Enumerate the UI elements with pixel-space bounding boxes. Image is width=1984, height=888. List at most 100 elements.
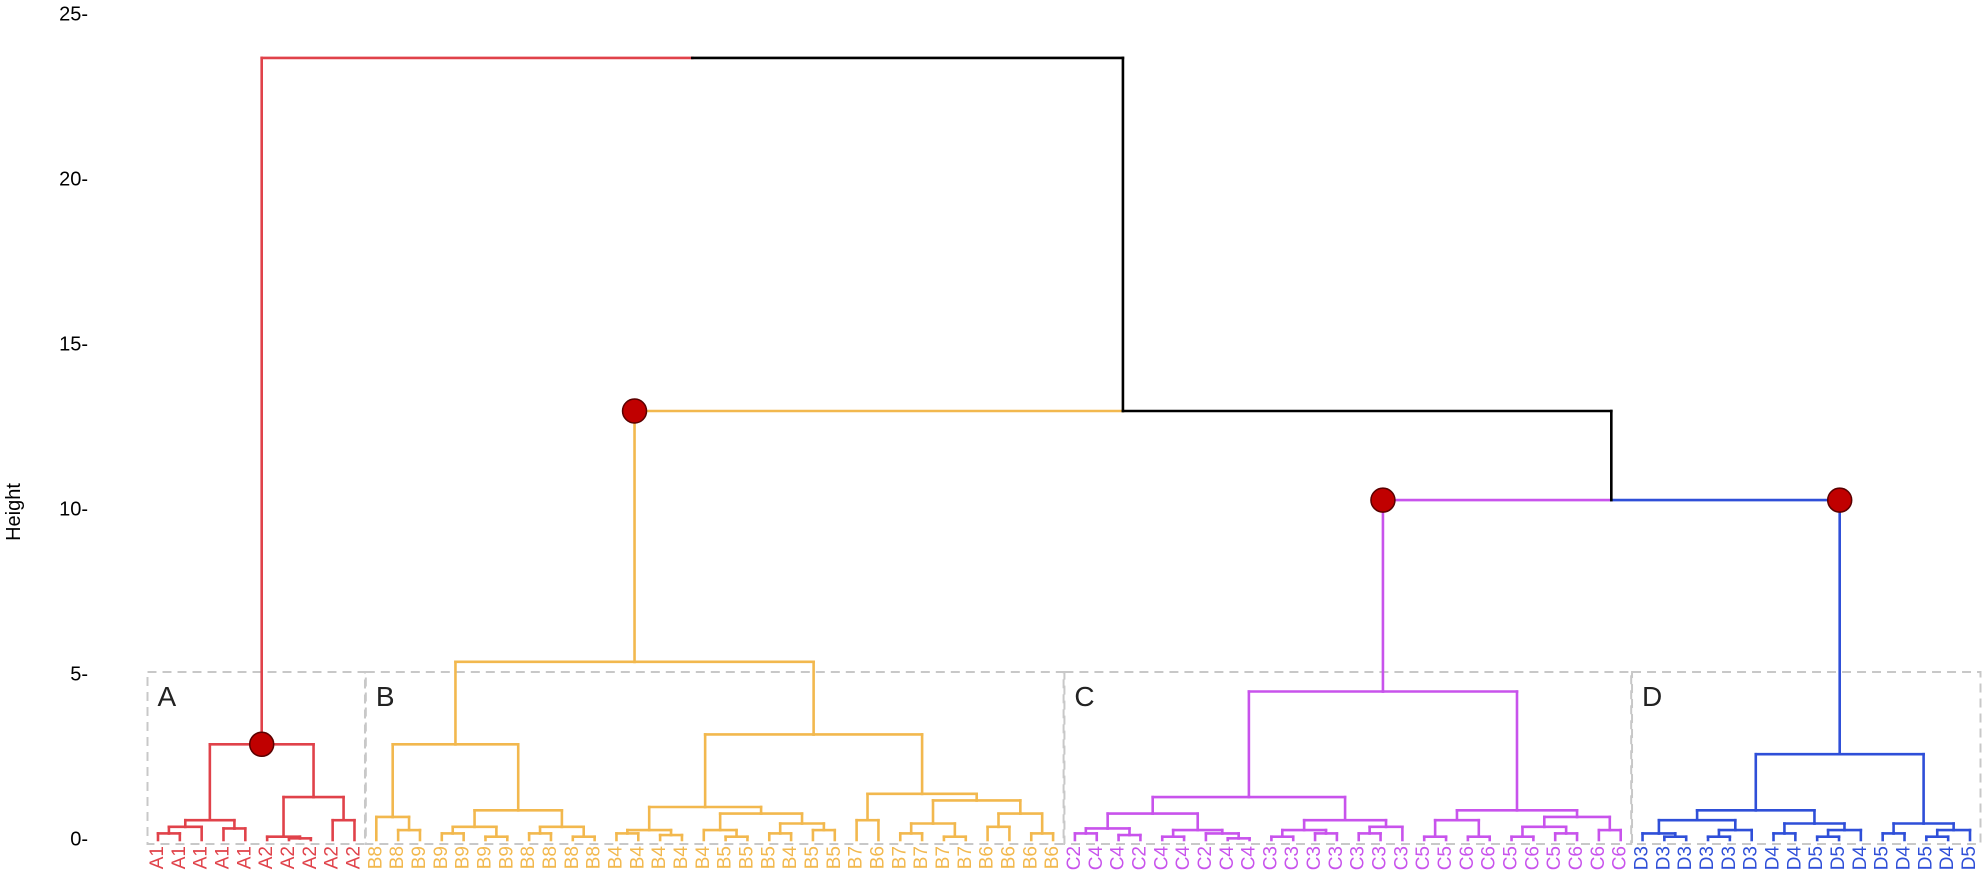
leaf-label: C6 [1479,846,1500,870]
leaf-label: B5 [715,846,736,869]
leaf-label: D3 [1653,846,1674,870]
leaf-label: B5 [802,846,823,869]
leaf-label: C3 [1370,846,1391,870]
cluster-box [146,671,366,845]
cluster-label: A [158,681,177,712]
leaf-label: C2 [1064,846,1085,870]
leaf-label: C3 [1391,846,1412,870]
leaf-label: A1 [147,846,168,869]
leaf-label: B7 [889,846,910,869]
cluster-label: D [1642,681,1662,712]
leaf-label: B4 [780,846,801,870]
leaf-label: C5 [1413,846,1434,870]
leaf-label: D5 [1828,846,1849,870]
leaf-label: D3 [1675,846,1696,870]
leaf-label: B6 [998,846,1019,869]
leaf-label: C6 [1610,846,1631,870]
leaf-label: D5 [1806,846,1827,870]
leaf-label: A1 [213,846,234,869]
leaf-label: B4 [693,846,714,870]
leaf-label: B4 [605,846,626,870]
leaf-label: C2 [1129,846,1150,870]
leaf-label: D5 [1872,846,1893,870]
y-tick-label: 25- [59,3,88,25]
leaf-label: D4 [1850,846,1871,871]
leaf-label: C4 [1239,846,1260,871]
leaf-label: A1 [169,846,190,869]
leaf-label: C3 [1260,846,1281,870]
leaf-label: B8 [540,846,561,869]
leaf-label: B7 [955,846,976,869]
leaf-label: C4 [1086,846,1107,871]
leaf-label: C5 [1435,846,1456,870]
leaf-label: D3 [1741,846,1762,870]
leaf-label: D3 [1697,846,1718,870]
cluster-marker [1370,487,1396,513]
leaf-label: C3 [1304,846,1325,870]
leaf-label: A1 [191,846,212,869]
leaf-label: B7 [933,846,954,869]
cluster-box [364,671,1065,845]
leaf-label: B9 [431,846,452,869]
leaf-label: C5 [1501,846,1522,870]
y-tick-label: 0- [70,828,88,850]
leaf-label: A2 [322,846,343,869]
leaf-label: B8 [518,846,539,869]
y-tick-label: 20- [59,168,88,190]
cluster-box [1063,671,1633,845]
leaf-label: A2 [256,846,277,869]
leaf-label: B9 [496,846,517,869]
leaf-label: B8 [387,846,408,869]
y-axis-label: Height [3,483,25,541]
leaf-label: B6 [977,846,998,869]
leaf-label: B6 [1020,846,1041,869]
leaf-label: B7 [911,846,932,869]
leaf-label: D4 [1937,846,1958,871]
leaf-label: D5 [1915,846,1936,870]
leaf-label: B5 [758,846,779,869]
y-tick-label: 10- [59,498,88,520]
leaf-label: C6 [1522,846,1543,870]
leaf-label: C6 [1457,846,1478,870]
leaf-label: C4 [1108,846,1129,871]
leaf-label: C4 [1173,846,1194,871]
leaf-label: D3 [1632,846,1653,870]
cluster-label: B [376,681,395,712]
leaf-label: C4 [1151,846,1172,871]
leaf-label: B8 [562,846,583,869]
leaf-label: C3 [1282,846,1303,870]
leaf-label: D5 [1959,846,1980,870]
y-tick-label: 15- [59,333,88,355]
leaf-label: D4 [1784,846,1805,871]
cluster-marker [621,398,648,424]
leaf-label: B7 [846,846,867,869]
leaf-label: B8 [584,846,605,869]
leaf-label: B9 [409,846,430,869]
leaf-label: B6 [1042,846,1063,869]
leaf-label: A1 [234,846,255,869]
leaf-label: C3 [1348,846,1369,870]
leaf-label: B6 [867,846,888,869]
leaf-label: B4 [671,846,692,870]
leaf-label: A2 [300,846,321,869]
leaf-label: C6 [1588,846,1609,870]
cluster-marker [1826,487,1853,513]
y-tick-label: 5- [70,663,88,685]
leaf-label: A2 [343,846,364,869]
leaf-label: B4 [649,846,670,870]
leaf-label: B8 [365,846,386,869]
leaf-label: C5 [1544,846,1565,870]
leaf-label: B9 [474,846,495,869]
leaf-label: A2 [278,846,299,869]
leaf-label: C6 [1566,846,1587,870]
leaf-label: D4 [1894,846,1915,871]
leaf-label: B9 [453,846,474,869]
cluster-box [1631,671,1982,845]
leaf-label: C2 [1195,846,1216,870]
leaf-label: C3 [1326,846,1347,870]
leaf-label: B4 [627,846,648,870]
leaf-label: C4 [1217,846,1238,871]
leaf-label: B5 [736,846,757,869]
